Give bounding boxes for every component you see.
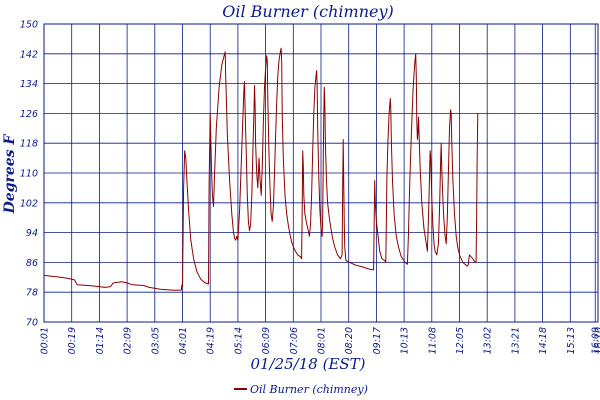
grid bbox=[43, 23, 599, 323]
x-tick-label: 13:21 bbox=[510, 327, 521, 354]
x-axis: 00:01 00:19 01:14 02:09 03:05 04:01 04:19 05:14… bbox=[40, 327, 600, 354]
x-tick-label: 07:06 bbox=[289, 327, 300, 354]
y-tick-label: 142 bbox=[20, 49, 38, 60]
y-tick-label: 118 bbox=[20, 139, 38, 150]
x-tick-label: 16:09 bbox=[591, 327, 600, 354]
x-tick-label: 14:18 bbox=[538, 327, 549, 354]
x-tick-label: 13:02 bbox=[483, 327, 494, 354]
x-tick-label: 05:14 bbox=[233, 327, 244, 354]
x-tick-label: 03:05 bbox=[150, 327, 161, 354]
y-tick-label: 150 bbox=[20, 20, 38, 31]
series-line bbox=[43, 47, 479, 291]
y-tick-label: 134 bbox=[20, 79, 38, 90]
x-tick-label: 11:08 bbox=[427, 327, 438, 354]
legend-label: Oil Burner (chimney) bbox=[250, 383, 368, 396]
y-tick-label: 94 bbox=[26, 228, 38, 239]
x-tick-label: 15:13 bbox=[566, 327, 577, 354]
y-tick-label: 70 bbox=[26, 318, 38, 329]
x-tick-label: 06:09 bbox=[261, 327, 272, 354]
y-tick-label: 86 bbox=[26, 258, 38, 269]
x-tick-label: 10:13 bbox=[400, 327, 411, 354]
x-tick-label: 02:09 bbox=[123, 327, 134, 354]
x-tick-label: 08:20 bbox=[344, 327, 355, 354]
y-tick-label: 78 bbox=[26, 288, 38, 299]
x-tick-label: 12:05 bbox=[455, 327, 466, 354]
x-tick-label: 04:01 bbox=[178, 327, 189, 354]
y-axis-label: Degrees F bbox=[2, 134, 18, 215]
x-tick-label: 01:14 bbox=[95, 327, 106, 354]
x-tick-label: 09:17 bbox=[372, 327, 383, 354]
x-tick-label: 16:10 bbox=[594, 327, 600, 354]
legend: Oil Burner (chimney) bbox=[234, 383, 368, 396]
y-tick-label: 102 bbox=[20, 198, 38, 209]
x-tick-label: 00:19 bbox=[67, 327, 78, 354]
x-tick-label: 00:01 bbox=[40, 327, 51, 354]
y-tick-label: 110 bbox=[20, 169, 38, 180]
x-axis-label: 01/25/18 (EST) bbox=[250, 355, 365, 373]
series-group bbox=[43, 47, 479, 291]
y-axis: 70 78 86 94 102 110 118 126 134 142 150 bbox=[20, 20, 38, 329]
y-tick-label: 126 bbox=[20, 109, 38, 120]
chart-title: Oil Burner (chimney) bbox=[222, 2, 394, 21]
x-tick-label: 04:19 bbox=[206, 327, 217, 354]
x-tick-label: 08:01 bbox=[317, 327, 328, 354]
